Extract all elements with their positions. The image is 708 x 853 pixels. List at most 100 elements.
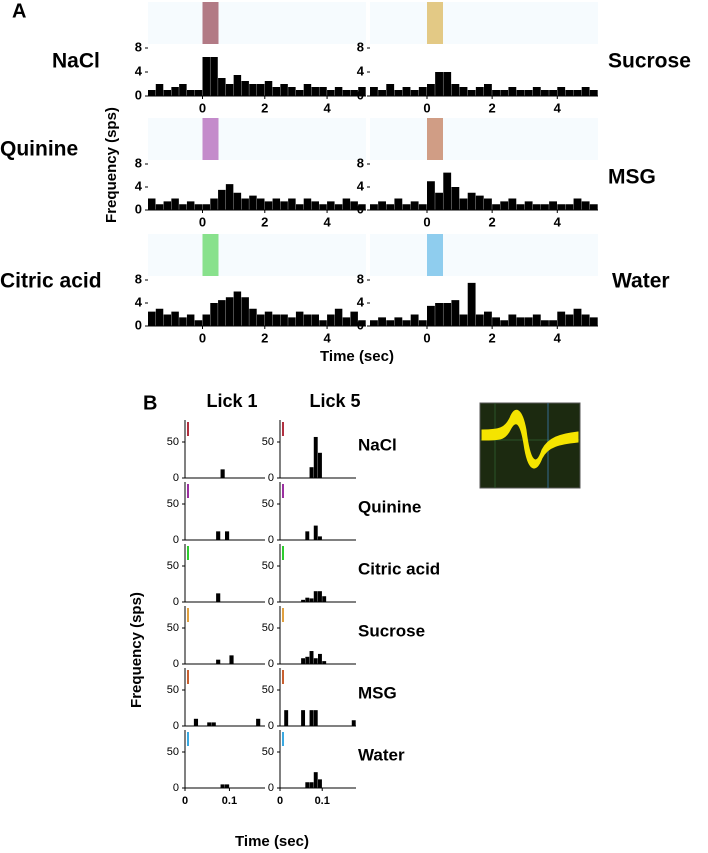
histogram-bar [402,87,411,96]
x-tick-label: 4 [554,100,562,115]
chart-title: Citric acid [358,559,440,578]
histogram-bar [386,320,395,326]
histogram-bar [288,317,296,326]
raster-area [148,118,366,160]
histogram-bar [565,204,574,210]
histogram-bar [484,84,492,96]
histogram-bar [532,204,541,210]
histogram-bar [305,597,310,602]
x-tick-label: 4 [323,330,331,345]
y-tick-label: 4 [135,294,143,309]
histogram-bar [581,201,590,210]
histogram-bar [163,201,172,210]
histogram-bar [241,81,249,96]
histogram-bar [524,317,533,326]
chart-title: Sucrose [608,50,691,73]
histogram-bar [492,204,500,210]
histogram-bar [524,201,533,210]
histogram-bar [370,87,378,96]
histogram-bar [394,317,403,326]
x-tick-label: 2 [489,100,496,115]
column-label: Lick 5 [309,391,360,411]
histogram-bar [220,469,225,478]
histogram-bar [241,297,249,326]
histogram-bar [225,84,234,96]
histogram-bar [459,314,468,326]
histogram-bar [295,90,304,96]
raster-area [148,2,366,44]
histogram-bar [459,87,468,96]
y-tick-label: 0 [173,472,179,484]
histogram-bar [218,78,226,96]
histogram-bar [313,772,318,788]
y-tick-label: 8 [357,39,364,54]
histogram-bar [313,525,318,540]
x-tick-label: 0.1 [222,795,237,807]
y-tick-label: 4 [357,178,365,193]
histogram-bar [334,87,343,96]
histogram-bar [233,75,242,96]
x-tick-label: 0 [423,100,430,115]
column-label: Lick 1 [206,391,257,411]
histogram-bar [467,282,476,326]
histogram-bar [171,311,179,326]
histogram-bar [342,90,351,96]
histogram-bar [171,198,179,210]
histogram-bar [303,84,312,96]
histogram-bar [309,651,314,664]
histogram-bar [194,320,203,326]
y-tick-label: 50 [167,436,179,448]
histogram-bar [319,87,327,96]
y-axis-label: Frequency (sps) [103,107,120,223]
histogram-bar [249,195,257,210]
histogram-bar [249,84,257,96]
y-tick-label: 50 [262,684,274,696]
y-tick-label: 0 [268,596,274,608]
histogram-bar [334,204,343,210]
y-tick-label: 0 [357,87,364,102]
histogram-bar [229,655,234,664]
histogram-bar [386,204,395,210]
histogram-bar [313,658,318,664]
waveform-inset [479,402,581,489]
y-tick-label: 0 [268,782,274,794]
histogram-bar [500,90,509,96]
histogram-bar [573,308,582,326]
histogram-bar [303,198,312,210]
histogram-bar [451,84,460,96]
y-axis-label: Frequency (sps) [128,592,145,708]
stimulus-band [202,118,219,160]
histogram-bar [418,204,427,210]
y-tick-label: 8 [135,39,142,54]
x-tick-label: 0 [182,795,188,807]
histogram-bar [319,204,327,210]
y-tick-label: 0 [357,201,364,216]
histogram-bar [295,204,304,210]
y-tick-label: 50 [167,684,179,696]
histogram-bar [394,90,403,96]
y-tick-label: 0 [268,472,274,484]
histogram-bar [225,297,234,326]
histogram-bar [549,320,557,326]
histogram-bar [218,300,226,326]
histogram-bar [233,192,242,210]
y-tick-label: 50 [262,498,274,510]
x-axis-label: Time (sec) [235,833,309,850]
histogram-bar [524,90,533,96]
y-tick-label: 8 [357,271,364,286]
histogram-bar [186,201,195,210]
stimulus-band [427,118,443,160]
y-tick-label: 50 [167,622,179,634]
histogram-bar [303,314,312,326]
histogram-bar [492,90,500,96]
histogram-bar [565,90,574,96]
histogram-bar [225,784,230,788]
histogram-bar [500,320,509,326]
stimulus-band [427,2,443,44]
histogram-bar [435,72,443,96]
histogram-bar [295,311,304,326]
chart-title: MSG [608,166,656,189]
histogram-bar [257,198,265,210]
histogram-bar [589,204,598,210]
raster-area [148,234,366,276]
